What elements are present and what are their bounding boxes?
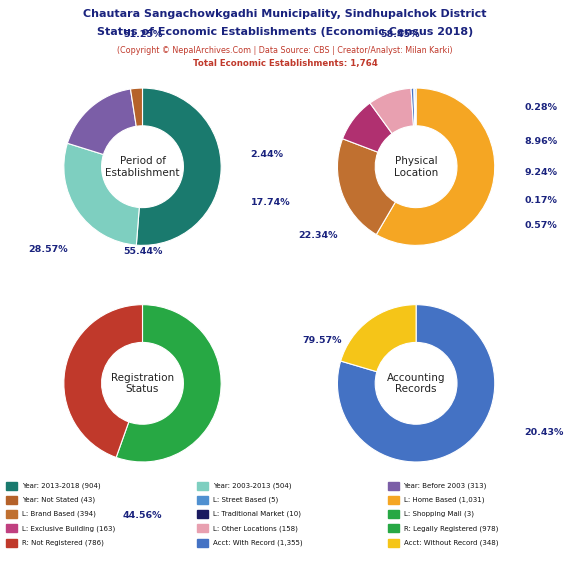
Text: 0.28%: 0.28% bbox=[524, 103, 557, 112]
Text: L: Shopping Mall (3): L: Shopping Mall (3) bbox=[404, 511, 474, 518]
Text: 22.34%: 22.34% bbox=[298, 231, 337, 240]
Text: R: Not Registered (786): R: Not Registered (786) bbox=[22, 539, 104, 546]
Text: Year: 2013-2018 (904): Year: 2013-2018 (904) bbox=[22, 482, 100, 489]
Text: 0.57%: 0.57% bbox=[524, 221, 557, 230]
Wedge shape bbox=[131, 88, 142, 127]
Text: Chautara Sangachowkgadhi Municipality, Sindhupalchok District: Chautara Sangachowkgadhi Municipality, S… bbox=[83, 9, 487, 19]
Text: Total Economic Establishments: 1,764: Total Economic Establishments: 1,764 bbox=[193, 59, 377, 68]
Wedge shape bbox=[64, 143, 139, 245]
Text: L: Street Based (5): L: Street Based (5) bbox=[213, 496, 278, 503]
Text: Registration
Status: Registration Status bbox=[111, 373, 174, 394]
Text: 2.44%: 2.44% bbox=[251, 150, 284, 160]
Text: Year: Before 2003 (313): Year: Before 2003 (313) bbox=[404, 482, 487, 489]
Text: 9.24%: 9.24% bbox=[524, 168, 557, 177]
Wedge shape bbox=[414, 88, 416, 126]
Text: Acct: With Record (1,355): Acct: With Record (1,355) bbox=[213, 539, 302, 546]
Text: 28.57%: 28.57% bbox=[28, 245, 68, 254]
Text: (Copyright © NepalArchives.Com | Data Source: CBS | Creator/Analyst: Milan Karki: (Copyright © NepalArchives.Com | Data So… bbox=[117, 46, 453, 55]
Text: 51.25%: 51.25% bbox=[123, 30, 162, 39]
Wedge shape bbox=[136, 88, 221, 245]
Text: Period of
Establishment: Period of Establishment bbox=[105, 156, 180, 177]
Wedge shape bbox=[376, 88, 495, 245]
Text: 20.43%: 20.43% bbox=[524, 428, 564, 437]
Wedge shape bbox=[67, 89, 136, 154]
Wedge shape bbox=[337, 139, 396, 235]
Text: Acct: Without Record (348): Acct: Without Record (348) bbox=[404, 539, 498, 546]
Wedge shape bbox=[411, 88, 415, 126]
Text: L: Traditional Market (10): L: Traditional Market (10) bbox=[213, 511, 300, 518]
Text: L: Other Locations (158): L: Other Locations (158) bbox=[213, 525, 298, 532]
Text: Accounting
Records: Accounting Records bbox=[387, 373, 445, 394]
Text: Year: 2003-2013 (504): Year: 2003-2013 (504) bbox=[213, 482, 291, 489]
Wedge shape bbox=[343, 103, 392, 152]
Text: Status of Economic Establishments (Economic Census 2018): Status of Economic Establishments (Econo… bbox=[97, 27, 473, 38]
Wedge shape bbox=[116, 304, 221, 462]
Text: L: Home Based (1,031): L: Home Based (1,031) bbox=[404, 496, 484, 503]
Text: 8.96%: 8.96% bbox=[524, 137, 557, 146]
Text: Physical
Location: Physical Location bbox=[394, 156, 438, 177]
Wedge shape bbox=[415, 88, 416, 126]
Text: 17.74%: 17.74% bbox=[251, 198, 290, 206]
Wedge shape bbox=[370, 88, 413, 133]
Wedge shape bbox=[64, 304, 142, 458]
Text: L: Exclusive Building (163): L: Exclusive Building (163) bbox=[22, 525, 115, 532]
Text: R: Legally Registered (978): R: Legally Registered (978) bbox=[404, 525, 498, 532]
Text: 0.17%: 0.17% bbox=[524, 196, 557, 205]
Text: 58.45%: 58.45% bbox=[381, 30, 420, 39]
Text: 79.57%: 79.57% bbox=[302, 336, 341, 344]
Text: L: Brand Based (394): L: Brand Based (394) bbox=[22, 511, 96, 518]
Text: Year: Not Stated (43): Year: Not Stated (43) bbox=[22, 496, 95, 503]
Wedge shape bbox=[337, 304, 495, 462]
Text: 44.56%: 44.56% bbox=[123, 511, 162, 520]
Text: 55.44%: 55.44% bbox=[123, 246, 162, 255]
Wedge shape bbox=[341, 304, 416, 372]
